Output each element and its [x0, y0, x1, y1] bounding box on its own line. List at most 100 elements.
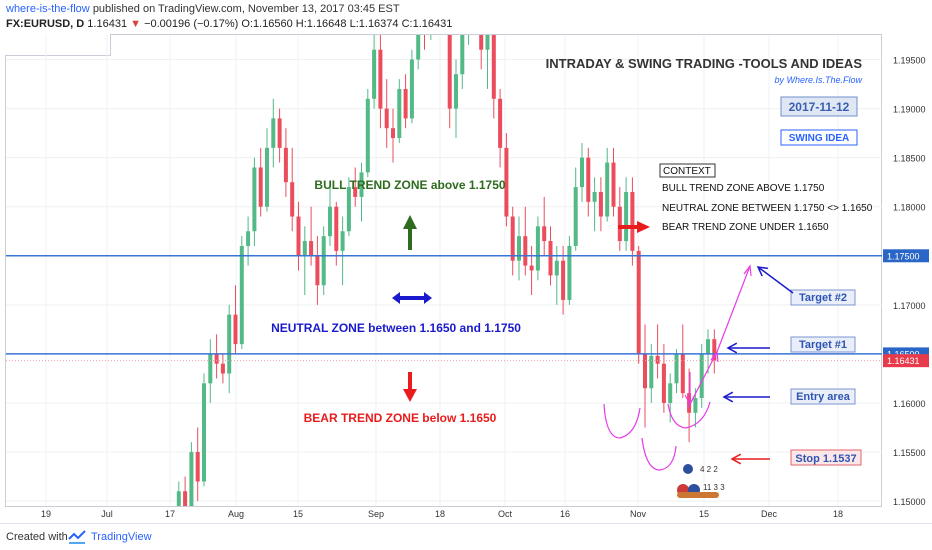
candle-body	[416, 35, 421, 60]
neutral-zone-label: NEUTRAL ZONE between 1.1650 and 1.1750	[271, 321, 521, 335]
candle-body	[473, 0, 477, 10]
price-tag-label: 1.16431	[887, 356, 920, 366]
candle-body	[252, 167, 257, 232]
high-value: H:1.16648	[295, 18, 347, 30]
entry-curve-2	[667, 401, 711, 429]
stop-box	[790, 449, 862, 466]
chart-pane[interactable]	[5, 34, 882, 507]
candle-body	[409, 59, 414, 119]
context-line-bear: BEAR TREND ZONE UNDER 1.1650	[662, 222, 829, 233]
candle-body	[283, 147, 288, 183]
entry-pointer-icon	[722, 391, 734, 403]
y-tick-label: 1.17000	[893, 301, 926, 311]
open-value: O:1.16560	[241, 18, 293, 30]
candle-body	[220, 363, 225, 374]
projection-drop-arrow-icon	[684, 394, 696, 406]
candle-body	[523, 236, 528, 266]
candle-body	[617, 206, 622, 242]
up-arrow-icon	[403, 215, 417, 229]
target2-box	[790, 289, 856, 306]
candle-body	[265, 147, 269, 207]
target1-box	[790, 336, 856, 353]
candle-body	[208, 353, 213, 384]
candle-body	[183, 491, 188, 506]
close-value: C:1.16431	[401, 18, 453, 30]
chart-byline: by Where.Is.The.Flow	[774, 75, 862, 85]
candle-body	[271, 118, 276, 148]
swing-idea-badge	[780, 129, 858, 146]
candle-body	[378, 49, 383, 109]
y-tick-label: 1.15500	[893, 448, 926, 458]
candle-body	[668, 383, 673, 403]
stop-curve	[641, 437, 677, 471]
candle-body	[246, 231, 251, 246]
price-tag-label: 1.17500	[887, 251, 920, 261]
candle-body	[661, 363, 666, 403]
candle-body	[573, 187, 578, 246]
candle-body	[233, 314, 238, 345]
candle-body	[529, 265, 534, 271]
entry-area-box	[790, 388, 856, 405]
x-tick-label: Dec	[761, 509, 778, 519]
y-tick-label: 1.18500	[893, 154, 926, 164]
last-price: 1.16431	[87, 18, 128, 30]
candle-body	[460, 35, 465, 75]
target1-pointer-icon	[726, 342, 738, 354]
candle-body	[302, 241, 307, 256]
tradingview-brand-link[interactable]: TradingView	[91, 531, 152, 543]
candle-body	[567, 245, 572, 300]
candle-body	[706, 339, 710, 354]
y-tick-label: 1.18000	[893, 203, 926, 213]
candle-body	[214, 353, 219, 364]
price-tag	[883, 249, 929, 263]
candle-body	[195, 452, 200, 482]
candle-body	[586, 157, 591, 202]
candle-body	[321, 236, 326, 286]
candle-body	[454, 74, 458, 109]
candle-body	[441, 0, 445, 10]
candle-body	[592, 192, 597, 202]
down-arrow-icon	[403, 389, 417, 402]
x-tick-label: 15	[699, 509, 709, 519]
candles-group	[176, 0, 717, 506]
candle-body	[384, 108, 389, 129]
candle-body	[479, 35, 484, 50]
candle-body	[189, 452, 194, 506]
x-tick-label: Jul	[101, 509, 113, 519]
legend-box	[5, 34, 111, 56]
low-value: L:1.16374	[349, 18, 399, 30]
published-text: published on TradingView.com, November 1…	[92, 3, 400, 15]
right-arrow-icon	[637, 221, 650, 233]
candle-body	[328, 206, 332, 237]
candle-body	[712, 339, 717, 361]
candle-body	[359, 172, 364, 197]
candle-body	[517, 236, 521, 261]
publication-header: where-is-the-flow published on TradingVi…	[6, 3, 400, 15]
price-tag	[883, 354, 929, 368]
candle-body	[699, 353, 704, 399]
x-tick-label: Sep	[368, 509, 384, 519]
stop-pointer-icon	[730, 453, 742, 465]
candle-body	[510, 216, 515, 261]
candle-body	[334, 206, 339, 251]
triangle-down-icon: ▼	[130, 18, 142, 30]
author-link[interactable]: where-is-the-flow	[6, 3, 90, 15]
chart-canvas[interactable]: 1.19500 1.19000 1.18500 1.18000 1.17500 1.170…	[0, 0, 932, 523]
symbol-info-line: FX:EURUSD, D 1.16431 ▼ −0.00196 (−0.17%)…	[6, 18, 452, 30]
candle-body	[554, 260, 559, 276]
event-flag-icon	[683, 464, 693, 474]
context-title: CONTEXT	[663, 166, 711, 177]
context-line-neutral: NEUTRAL ZONE BETWEEN 1.1750 <> 1.1650	[662, 203, 873, 214]
candle-body	[561, 260, 566, 300]
candle-body	[258, 167, 263, 207]
target2-label: Target #2	[799, 292, 847, 304]
candle-body	[309, 241, 314, 256]
event-flag-icon	[677, 492, 719, 498]
entry-curve-1	[603, 403, 641, 439]
context-title-box	[659, 163, 716, 178]
y-tick-label: 1.16000	[893, 399, 926, 409]
x-tick-label: 18	[833, 509, 843, 519]
stop-label: Stop 1.1537	[795, 453, 856, 465]
candle-body	[340, 231, 345, 251]
bear-zone-label: BEAR TREND ZONE below 1.1650	[304, 411, 497, 425]
